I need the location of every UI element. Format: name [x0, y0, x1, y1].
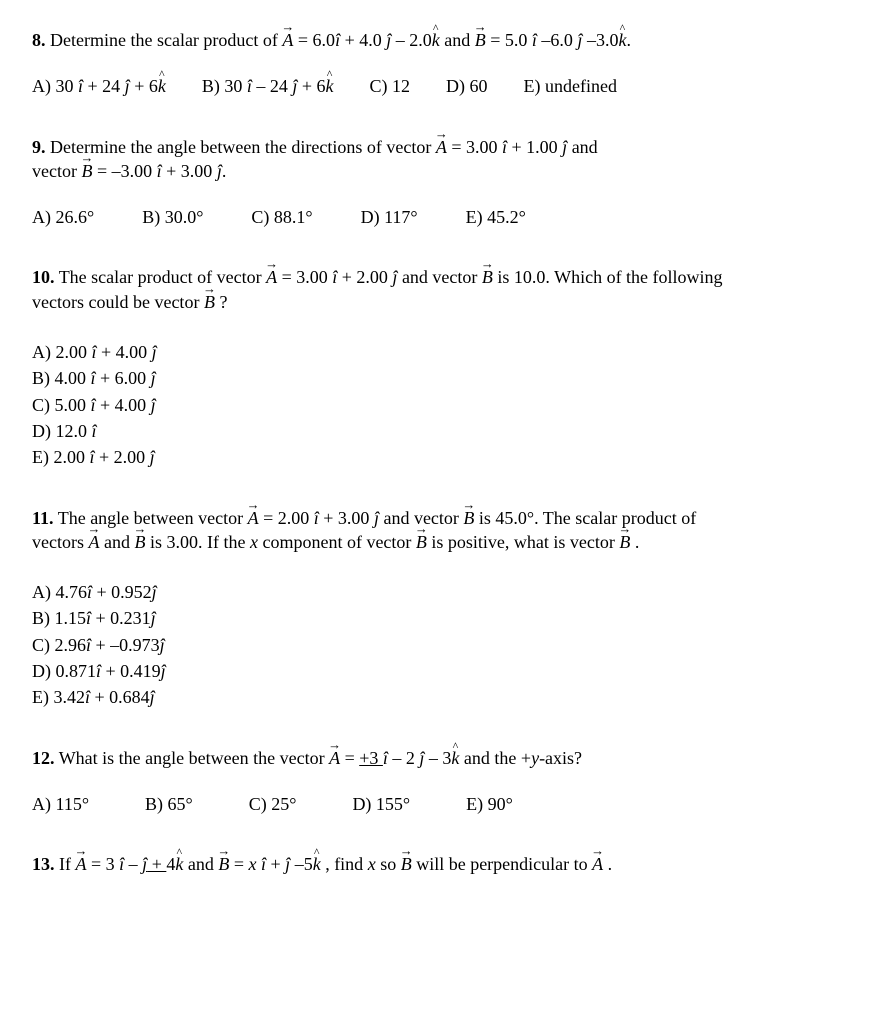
q8-number: 8.	[32, 30, 46, 50]
q9-choice-e: E) 45.2°	[466, 205, 526, 229]
q9-choice-b: B) 30.0°	[142, 205, 203, 229]
q12-choices: A) 115° B) 65° C) 25° D) 155° E) 90°	[32, 792, 855, 816]
question-13: 13. If A = 3 î – ĵ + 4k and B = x î + ĵ …	[32, 852, 855, 876]
q8-choice-a: A) 30 î + 24 ĵ + 6k	[32, 74, 166, 98]
q12-number: 12.	[32, 748, 55, 768]
q9-choice-a: A) 26.6°	[32, 205, 94, 229]
q11-choice-c: C) 2.96î + –0.973ĵ	[32, 633, 855, 657]
q12-choice-d: D) 155°	[352, 792, 410, 816]
q8-choice-b: B) 30 î – 24 ĵ + 6k	[202, 74, 334, 98]
k-hat: k	[432, 28, 440, 52]
q8-b-mid1: –6.0	[537, 30, 578, 50]
question-9: 9. Determine the angle between the direc…	[32, 135, 855, 230]
q8-choice-d: D) 60	[446, 74, 488, 98]
q11-number: 11.	[32, 508, 54, 528]
q9-choice-c: C) 88.1°	[251, 205, 312, 229]
question-11-stem: 11. The angle between vector A = 2.00 î …	[32, 506, 855, 555]
question-12-stem: 12. What is the angle between the vector…	[32, 746, 855, 770]
question-13-stem: 13. If A = 3 î – ĵ + 4k and B = x î + ĵ …	[32, 852, 855, 876]
question-9-stem: 9. Determine the angle between the direc…	[32, 135, 855, 184]
k-hat: k	[618, 28, 626, 52]
q11-choice-d: D) 0.871î + 0.419ĵ	[32, 659, 855, 683]
q11-choice-b: B) 1.15î + 0.231ĵ	[32, 606, 855, 630]
q8-a-mid2: – 2.0	[391, 30, 432, 50]
q10-choice-a: A) 2.00 î + 4.00 ĵ	[32, 340, 855, 364]
q8-a-eq: = 6.0	[293, 30, 335, 50]
q11-choice-e: E) 3.42î + 0.684ĵ	[32, 685, 855, 709]
q8-b-eq: = 5.0	[486, 30, 532, 50]
question-10: 10. The scalar product of vector A = 3.0…	[32, 265, 855, 469]
q12-choice-a: A) 115°	[32, 792, 89, 816]
q12-choice-b: B) 65°	[145, 792, 193, 816]
q8-b-mid2: –3.0	[582, 30, 618, 50]
question-8: 8. Determine the scalar product of A = 6…	[32, 28, 855, 99]
q8-choice-c: C) 12	[370, 74, 411, 98]
q8-choices: A) 30 î + 24 ĵ + 6k B) 30 î – 24 ĵ + 6k …	[32, 74, 855, 98]
question-12: 12. What is the angle between the vector…	[32, 746, 855, 817]
q10-choice-c: C) 5.00 î + 4.00 ĵ	[32, 393, 855, 417]
q12-choice-e: E) 90°	[466, 792, 513, 816]
q11-choices: A) 4.76î + 0.952ĵ B) 1.15î + 0.231ĵ C) 2…	[32, 580, 855, 709]
q8-choice-e: E) undefined	[524, 74, 617, 98]
question-11: 11. The angle between vector A = 2.00 î …	[32, 506, 855, 710]
q10-choice-d: D) 12.0 î	[32, 419, 855, 443]
q9-number: 9.	[32, 137, 46, 157]
q9-choices: A) 26.6° B) 30.0° C) 88.1° D) 117° E) 45…	[32, 205, 855, 229]
q8-period: .	[626, 30, 631, 50]
q10-choices: A) 2.00 î + 4.00 ĵ B) 4.00 î + 6.00 ĵ C)…	[32, 340, 855, 469]
q8-and: and	[440, 30, 475, 50]
vector-A: A	[282, 28, 293, 52]
q11-choice-a: A) 4.76î + 0.952ĵ	[32, 580, 855, 604]
vector-B: B	[475, 28, 486, 52]
question-8-stem: 8. Determine the scalar product of A = 6…	[32, 28, 855, 52]
question-10-stem: 10. The scalar product of vector A = 3.0…	[32, 265, 855, 314]
q8-text-1: Determine the scalar product of	[50, 30, 282, 50]
q12-choice-c: C) 25°	[249, 792, 297, 816]
q10-number: 10.	[32, 267, 55, 287]
q13-number: 13.	[32, 854, 55, 874]
q10-choice-e: E) 2.00 î + 2.00 ĵ	[32, 445, 855, 469]
q9-choice-d: D) 117°	[361, 205, 418, 229]
q8-a-mid1: + 4.0	[340, 30, 386, 50]
q10-choice-b: B) 4.00 î + 6.00 ĵ	[32, 366, 855, 390]
